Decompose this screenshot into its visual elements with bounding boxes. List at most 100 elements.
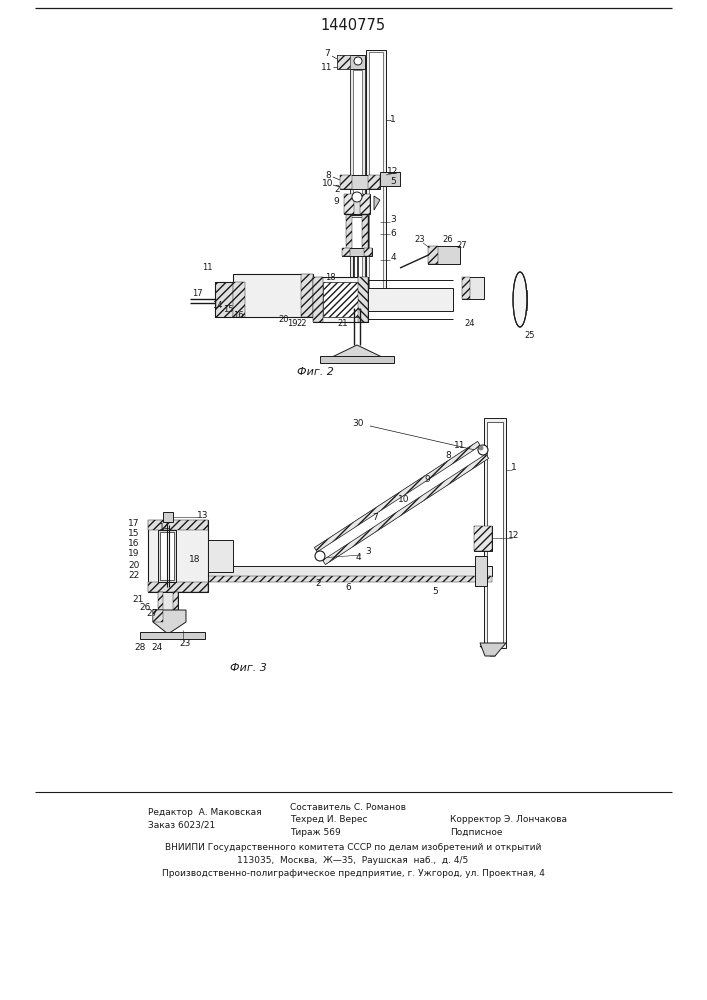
Bar [360,194,370,214]
Text: 17: 17 [128,518,140,528]
Bar [366,50,386,305]
Bar [158,530,176,582]
Text: 7: 7 [372,514,378,522]
Bar [462,277,484,299]
Bar [380,172,400,186]
Polygon shape [330,345,384,358]
Bar [474,526,492,551]
Text: Фиг. 2: Фиг. 2 [296,367,334,377]
Text: 3: 3 [365,546,371,556]
Circle shape [478,445,488,455]
Text: 25: 25 [525,330,535,340]
Text: 14: 14 [159,524,170,532]
Text: 6: 6 [345,584,351,592]
Bar [368,175,380,189]
Text: 4: 4 [355,554,361,562]
Text: 10: 10 [322,178,334,188]
Bar [180,566,492,576]
Text: 19: 19 [128,548,140,558]
Text: 11: 11 [321,62,333,72]
Bar [148,520,208,592]
Text: 19: 19 [287,320,297,328]
Text: 6: 6 [390,229,396,237]
Text: 24: 24 [151,644,163,652]
Polygon shape [480,643,506,656]
Text: 15: 15 [223,306,233,314]
Text: 16: 16 [128,538,140,548]
Text: Фиг. 3: Фиг. 3 [230,663,267,673]
Bar [163,512,173,522]
Text: 16: 16 [233,312,243,320]
Text: 8: 8 [445,452,451,460]
Bar [369,52,383,303]
Bar [362,215,368,250]
Polygon shape [315,442,489,564]
Bar [313,277,323,322]
Text: 8: 8 [325,170,331,180]
Bar [353,70,362,306]
Circle shape [315,551,325,561]
Text: 22: 22 [129,572,139,580]
Bar [215,282,233,317]
Text: Подписное: Подписное [450,828,503,837]
Text: 1: 1 [390,115,396,124]
Text: Производственно-полиграфическое предприятие, г. Ужгород, ул. Проектная, 4: Производственно-полиграфическое предприя… [162,869,544,878]
Bar [342,248,350,256]
Text: Составитель С. Романов: Составитель С. Романов [290,803,406,812]
Circle shape [352,192,362,202]
Text: 26: 26 [139,603,151,612]
Bar [337,55,365,69]
Bar [140,632,205,639]
Bar [148,520,208,530]
Bar [358,277,368,322]
Text: 28: 28 [134,644,146,652]
Text: 27: 27 [457,240,467,249]
Bar [342,248,372,256]
Bar [340,175,380,189]
Bar [462,277,470,299]
Text: 2: 2 [334,186,340,194]
Text: 30: 30 [352,418,363,428]
Bar [340,175,352,189]
Bar [346,215,368,250]
Polygon shape [315,442,489,564]
Ellipse shape [513,272,527,327]
Text: 14: 14 [212,300,222,310]
Text: 11: 11 [455,442,466,450]
Circle shape [479,446,484,450]
Text: 2: 2 [315,578,321,587]
Bar [148,582,208,592]
Text: 113035,  Москва,  Ж—35,  Раушская  наб.,  д. 4/5: 113035, Москва, Ж—35, Раушская наб., д. … [238,856,469,865]
Text: 17: 17 [192,290,202,298]
Text: 26: 26 [443,235,453,244]
Polygon shape [153,610,186,634]
Bar [350,68,365,308]
Text: 18: 18 [189,556,201,564]
Text: 18: 18 [325,273,335,282]
Text: 27: 27 [146,609,158,618]
Text: 12: 12 [508,532,520,540]
Polygon shape [480,646,495,656]
Bar [158,592,178,610]
Bar [513,290,527,310]
Text: 1440775: 1440775 [320,17,385,32]
Text: 1: 1 [511,464,517,473]
Text: 9: 9 [424,476,430,485]
Text: Техред И. Верес: Техред И. Верес [290,815,368,824]
Text: 21: 21 [132,595,144,604]
Bar [320,356,394,363]
Text: Тираж 569: Тираж 569 [290,828,341,837]
Bar [313,277,368,322]
Text: 22: 22 [297,320,308,328]
Bar [301,274,313,317]
Text: 4: 4 [390,253,396,262]
Bar [337,55,350,69]
Text: 11: 11 [201,263,212,272]
Text: ВНИИПИ Государственного комитета СССР по делам изобретений и открытий: ВНИИПИ Государственного комитета СССР по… [165,843,541,852]
Bar [344,194,370,214]
Text: 13: 13 [197,510,209,520]
Bar [233,282,245,317]
Text: 20: 20 [128,562,140,570]
Bar [233,274,313,317]
Bar [344,194,354,214]
